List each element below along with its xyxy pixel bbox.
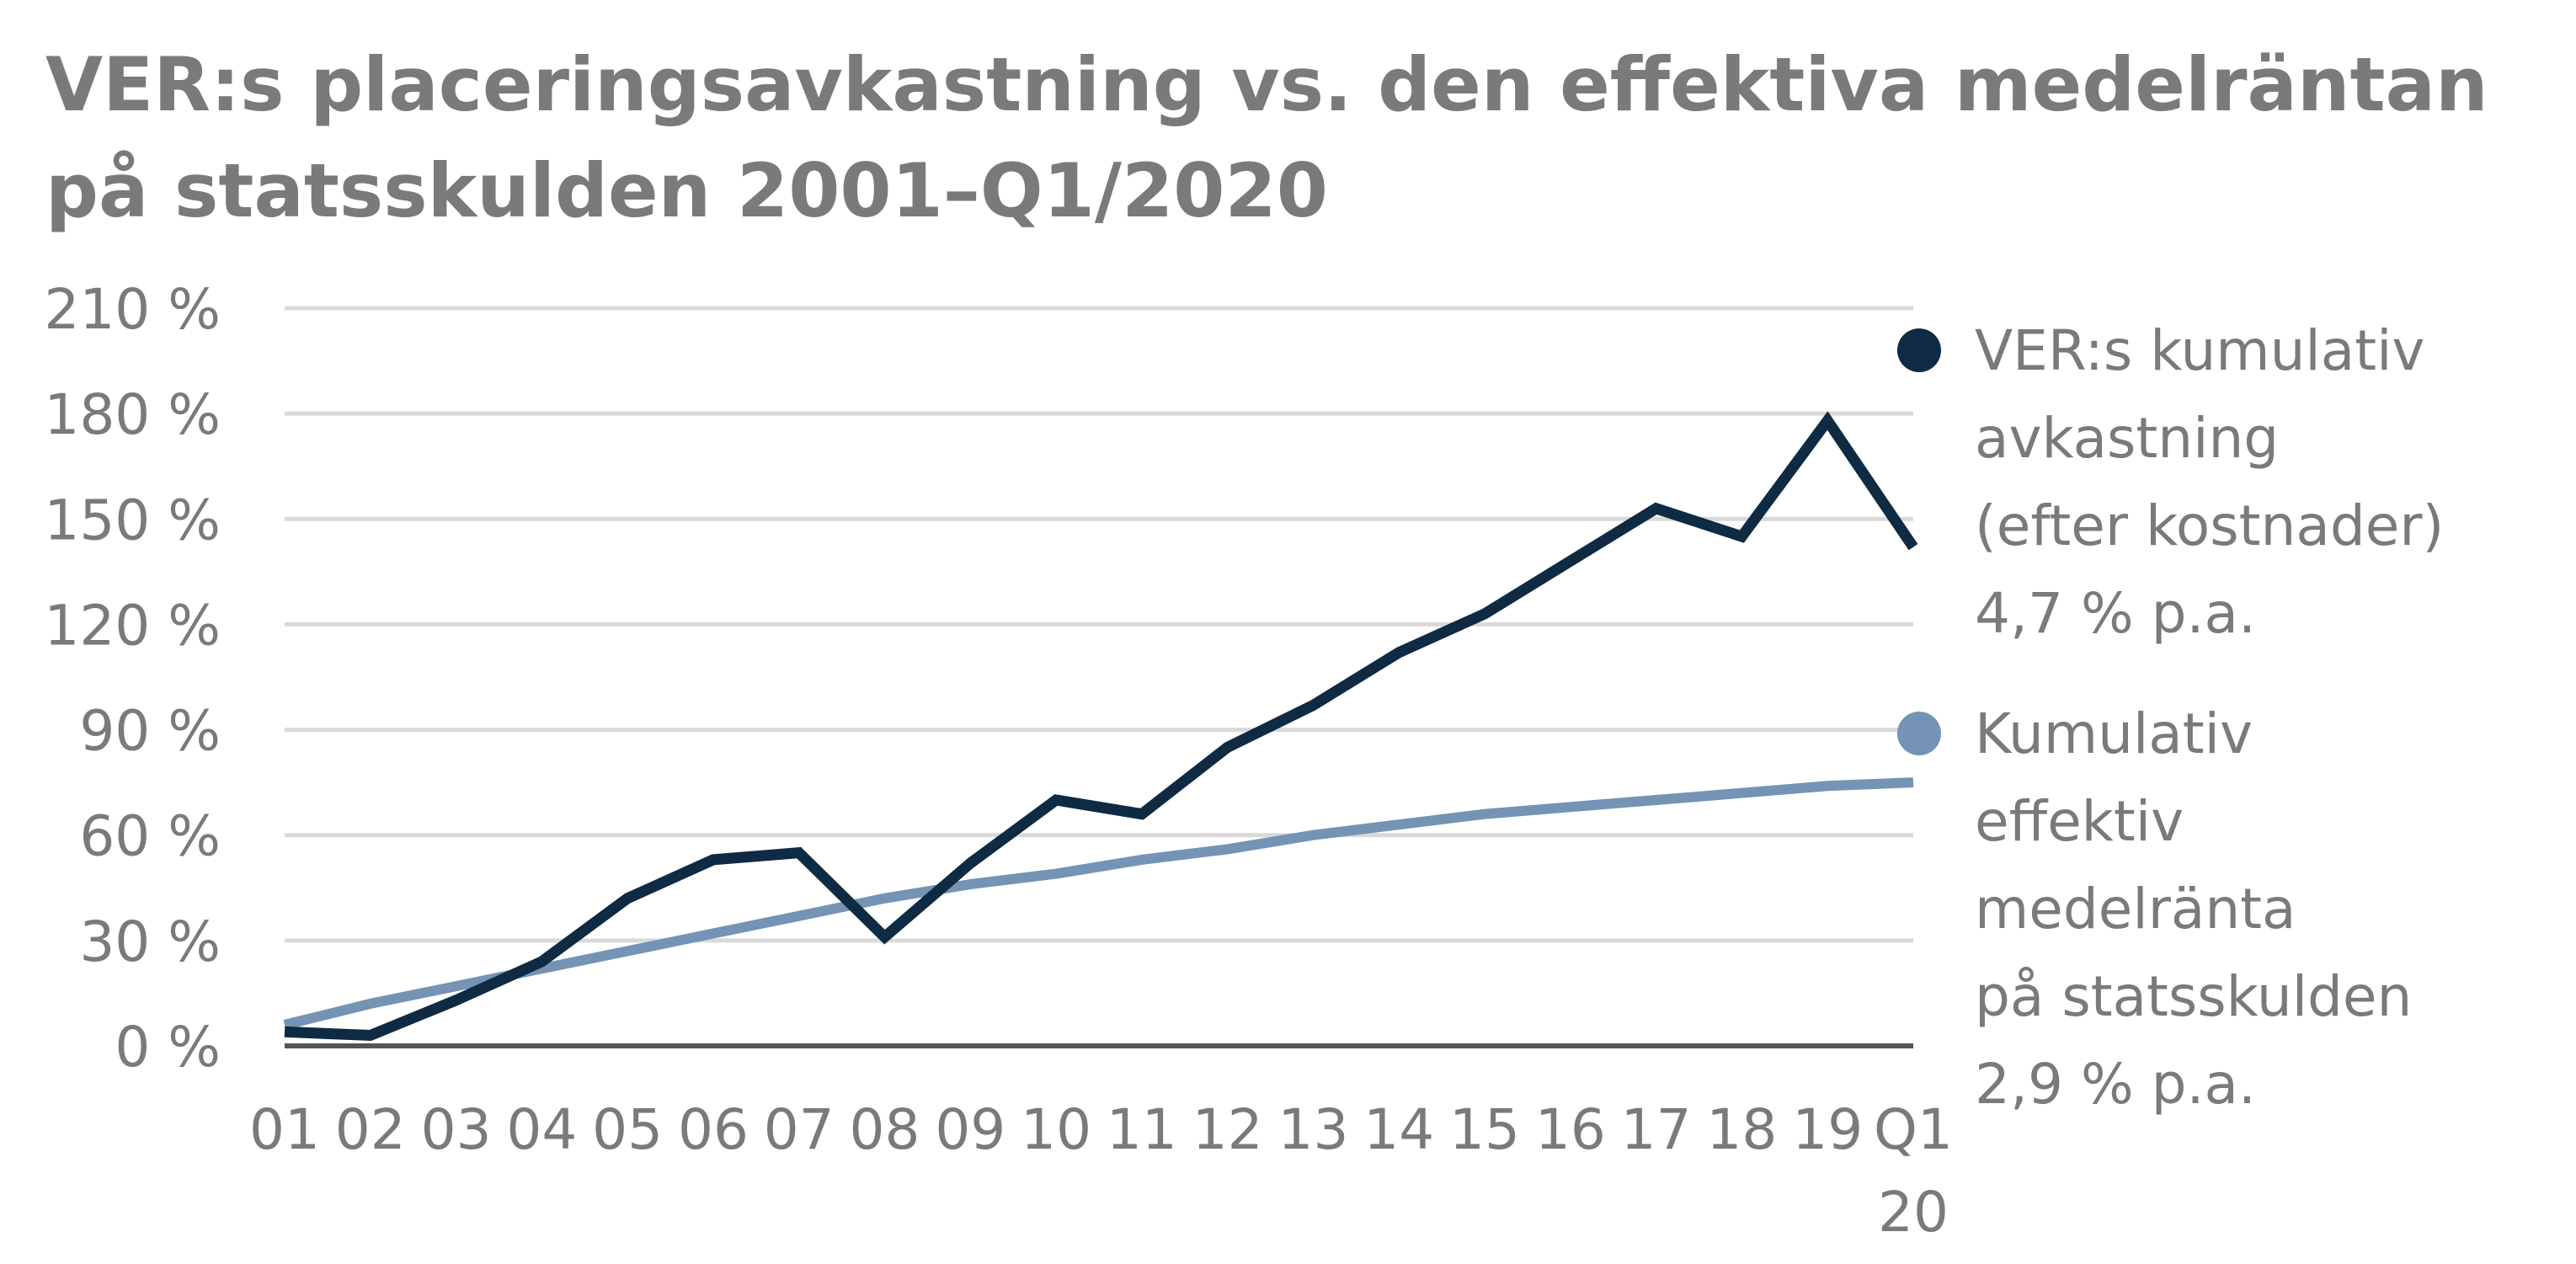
legend-text-line: effektiv bbox=[1975, 789, 2184, 854]
x-tick-label: 04 bbox=[506, 1097, 577, 1162]
legend-text-line: 2,9 % p.a. bbox=[1975, 1052, 2256, 1117]
legend-text-line: avkastning bbox=[1975, 406, 2280, 471]
x-tick-label: 14 bbox=[1363, 1097, 1434, 1162]
x-tick-label-line: Q1 bbox=[1874, 1097, 1953, 1162]
x-tick-label: 15 bbox=[1449, 1097, 1520, 1162]
x-tick-label-line: 09 bbox=[935, 1097, 1005, 1162]
chart-title-line-1: VER:s placeringsavkastning vs. den effek… bbox=[45, 41, 2488, 128]
x-tick-label: 12 bbox=[1192, 1097, 1263, 1162]
x-tick-label-line: 11 bbox=[1107, 1097, 1177, 1162]
x-tick-label: 19 bbox=[1792, 1097, 1863, 1162]
y-tick-label: 120 % bbox=[44, 593, 221, 658]
x-tick-label-line: 19 bbox=[1792, 1097, 1863, 1162]
x-tick-label: 05 bbox=[592, 1097, 663, 1162]
legend-text-line: (efter kostnader) bbox=[1975, 493, 2445, 558]
x-tick-label-line: 06 bbox=[678, 1097, 749, 1162]
x-tick-label: 11 bbox=[1107, 1097, 1177, 1162]
legend-entry-interest-rate: Kumulativ effektiv medelränta på statssk… bbox=[1897, 691, 2413, 1128]
series-line-ver-return bbox=[284, 411, 1918, 1042]
x-tick-label: 01 bbox=[249, 1097, 320, 1162]
series-line-interest-rate bbox=[283, 777, 1914, 1030]
legend-text-line: VER:s kumulativ bbox=[1975, 318, 2425, 383]
x-tick-label: 17 bbox=[1621, 1097, 1692, 1162]
series-lines bbox=[283, 411, 1918, 1042]
x-tick-label: Q1 20 bbox=[1874, 1097, 1953, 1245]
legend-marker-interest-rate bbox=[1897, 712, 1941, 755]
x-tick-label: 18 bbox=[1706, 1097, 1777, 1162]
x-axis-tick-labels: 01 02 03 04 05 06 07 08 09 10 11 12 13 14 15 16 17 18 19 Q1… bbox=[249, 1097, 1953, 1245]
legend-text-line: Kumulativ bbox=[1975, 701, 2253, 766]
x-tick-label-line: 02 bbox=[335, 1097, 406, 1162]
x-tick-label: 13 bbox=[1277, 1097, 1348, 1162]
x-tick-label: 07 bbox=[764, 1097, 835, 1162]
x-tick-label-line: 04 bbox=[506, 1097, 577, 1162]
x-tick-label-line: 14 bbox=[1363, 1097, 1434, 1162]
y-tick-label: 210 % bbox=[44, 277, 221, 342]
x-tick-label-line: 05 bbox=[592, 1097, 663, 1162]
legend-marker-ver-return bbox=[1897, 328, 1941, 372]
y-axis-tick-labels: 0 % 30 % 60 % 90 % 120 % 150 % 180 % 210 % bbox=[44, 277, 221, 1080]
x-tick-label: 03 bbox=[421, 1097, 492, 1162]
legend-text-line: på statsskulden bbox=[1975, 964, 2413, 1029]
y-tick-label: 150 % bbox=[44, 488, 221, 552]
x-tick-label: 16 bbox=[1535, 1097, 1606, 1162]
x-tick-label-line: 03 bbox=[421, 1097, 492, 1162]
x-tick-label-line: 13 bbox=[1277, 1097, 1348, 1162]
x-tick-label-line: 20 bbox=[1878, 1180, 1949, 1245]
y-tick-label: 0 % bbox=[115, 1015, 221, 1080]
chart-title-line-2: på statsskulden 2001–Q1/2020 bbox=[45, 147, 1328, 234]
y-tick-label: 60 % bbox=[79, 804, 221, 869]
x-tick-label-line: 07 bbox=[764, 1097, 835, 1162]
chart-title: VER:s placeringsavkastning vs. den effek… bbox=[45, 32, 2488, 244]
y-tick-label: 180 % bbox=[44, 382, 221, 447]
x-tick-label: 09 bbox=[935, 1097, 1005, 1162]
legend-entry-ver-return: VER:s kumulativ avkastning (efter kostna… bbox=[1897, 307, 2445, 658]
x-tick-label-line: 12 bbox=[1192, 1097, 1263, 1162]
x-tick-label-line: 18 bbox=[1706, 1097, 1777, 1162]
x-tick-label: 06 bbox=[678, 1097, 749, 1162]
x-tick-label-line: 01 bbox=[249, 1097, 320, 1162]
gridlines bbox=[285, 306, 1913, 943]
y-tick-label: 90 % bbox=[79, 699, 221, 764]
legend-text-line: medelränta bbox=[1975, 877, 2296, 941]
x-tick-label-line: 10 bbox=[1021, 1097, 1091, 1162]
x-tick-label-line: 08 bbox=[850, 1097, 920, 1162]
x-tick-label-line: 16 bbox=[1535, 1097, 1606, 1162]
x-tick-label-line: 15 bbox=[1449, 1097, 1520, 1162]
x-tick-label: 08 bbox=[850, 1097, 920, 1162]
y-tick-label: 30 % bbox=[79, 909, 221, 974]
x-tick-label: 02 bbox=[335, 1097, 406, 1162]
x-tick-label: 10 bbox=[1021, 1097, 1091, 1162]
x-tick-label-line: 17 bbox=[1621, 1097, 1692, 1162]
legend-text-line: 4,7 % p.a. bbox=[1975, 581, 2256, 646]
